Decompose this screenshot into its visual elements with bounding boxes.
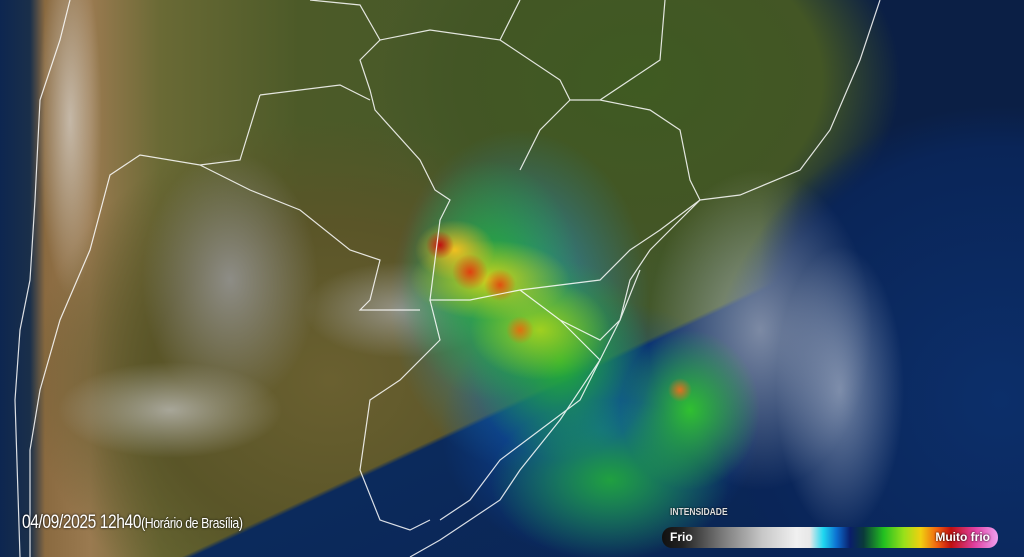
legend-max-label: Muito frio xyxy=(935,530,990,544)
legend-min-label: Frio xyxy=(670,530,693,544)
timestamp-label: 04/09/2025 12h40(Horário de Brasília) xyxy=(22,512,243,534)
border-line xyxy=(359,269,641,531)
timestamp-datetime: 04/09/2025 12h40 xyxy=(22,512,142,533)
intensity-legend-bar: Frio Muito frio xyxy=(662,527,998,548)
border-line xyxy=(379,0,701,201)
border-line xyxy=(309,0,881,301)
legend-title: INTENSIDADE xyxy=(670,507,728,518)
border-line xyxy=(199,164,420,311)
timestamp-timezone: (Horário de Brasília) xyxy=(141,515,243,532)
border-line xyxy=(29,84,371,557)
coastline xyxy=(409,199,701,557)
coastline xyxy=(14,0,71,557)
